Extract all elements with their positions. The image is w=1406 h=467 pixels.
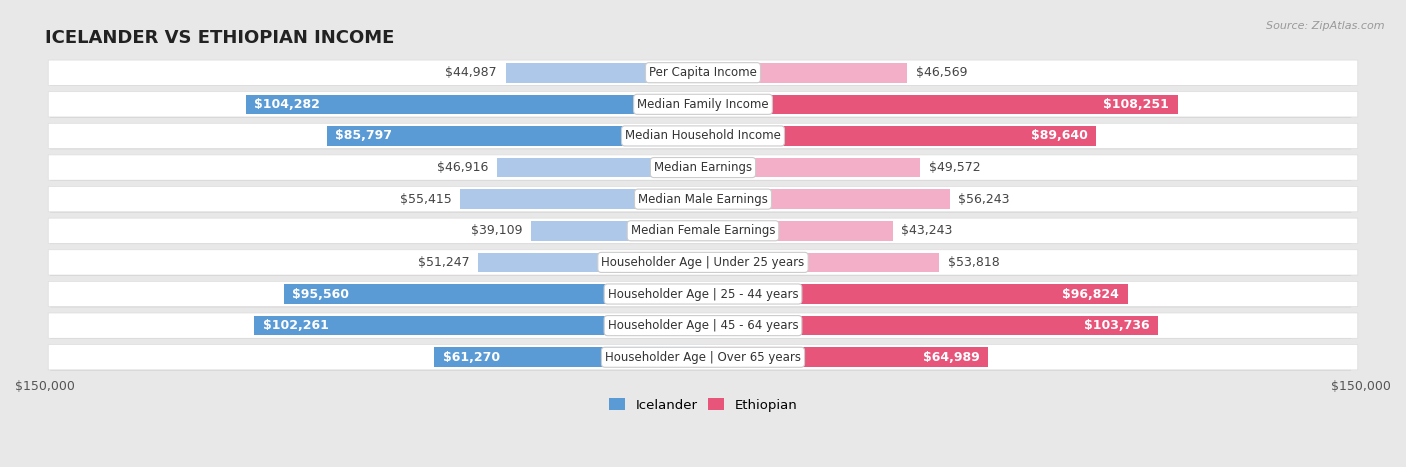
Text: Median Household Income: Median Household Income: [626, 129, 780, 142]
FancyBboxPatch shape: [51, 187, 1351, 212]
FancyBboxPatch shape: [48, 92, 1358, 117]
FancyBboxPatch shape: [48, 250, 1358, 275]
Text: $104,282: $104,282: [254, 98, 321, 111]
Text: $103,736: $103,736: [1084, 319, 1150, 332]
Bar: [703, 63, 907, 83]
Text: $61,270: $61,270: [443, 351, 501, 364]
Text: ICELANDER VS ETHIOPIAN INCOME: ICELANDER VS ETHIOPIAN INCOME: [45, 29, 394, 47]
Text: $53,818: $53,818: [948, 256, 1000, 269]
Bar: [703, 316, 1159, 335]
Bar: [703, 94, 1178, 114]
Bar: [703, 284, 1128, 304]
Text: Householder Age | Under 25 years: Householder Age | Under 25 years: [602, 256, 804, 269]
Text: Source: ZipAtlas.com: Source: ZipAtlas.com: [1267, 21, 1385, 31]
FancyBboxPatch shape: [51, 124, 1351, 149]
Text: $51,247: $51,247: [418, 256, 470, 269]
Bar: [506, 63, 703, 83]
FancyBboxPatch shape: [48, 123, 1358, 149]
Text: Median Earnings: Median Earnings: [654, 161, 752, 174]
FancyBboxPatch shape: [51, 61, 1351, 86]
Bar: [434, 347, 703, 367]
Text: $102,261: $102,261: [263, 319, 329, 332]
Text: $108,251: $108,251: [1104, 98, 1170, 111]
Bar: [703, 158, 921, 177]
Text: Per Capita Income: Per Capita Income: [650, 66, 756, 79]
Bar: [703, 221, 893, 241]
Text: Householder Age | 25 - 44 years: Householder Age | 25 - 44 years: [607, 288, 799, 300]
Text: $95,560: $95,560: [292, 288, 349, 300]
Bar: [703, 347, 988, 367]
FancyBboxPatch shape: [48, 60, 1358, 85]
FancyBboxPatch shape: [51, 156, 1351, 181]
FancyBboxPatch shape: [48, 218, 1358, 243]
Text: $46,569: $46,569: [915, 66, 967, 79]
Bar: [703, 126, 1097, 146]
Text: $64,989: $64,989: [922, 351, 980, 364]
Text: $85,797: $85,797: [335, 129, 392, 142]
Bar: [703, 189, 949, 209]
FancyBboxPatch shape: [51, 250, 1351, 276]
Bar: [460, 189, 703, 209]
Text: Median Family Income: Median Family Income: [637, 98, 769, 111]
Text: Householder Age | Over 65 years: Householder Age | Over 65 years: [605, 351, 801, 364]
Text: $44,987: $44,987: [446, 66, 498, 79]
Bar: [498, 158, 703, 177]
Text: $96,824: $96,824: [1063, 288, 1119, 300]
FancyBboxPatch shape: [51, 219, 1351, 244]
Bar: [326, 126, 703, 146]
Text: Median Female Earnings: Median Female Earnings: [631, 224, 775, 237]
Bar: [284, 284, 703, 304]
Text: $43,243: $43,243: [901, 224, 953, 237]
FancyBboxPatch shape: [51, 345, 1351, 370]
Bar: [703, 253, 939, 272]
Text: $46,916: $46,916: [437, 161, 489, 174]
FancyBboxPatch shape: [48, 313, 1358, 338]
Text: $56,243: $56,243: [959, 193, 1010, 205]
Bar: [246, 94, 703, 114]
Legend: Icelander, Ethiopian: Icelander, Ethiopian: [603, 393, 803, 417]
Text: $49,572: $49,572: [929, 161, 980, 174]
Text: $89,640: $89,640: [1031, 129, 1088, 142]
FancyBboxPatch shape: [51, 92, 1351, 118]
FancyBboxPatch shape: [51, 314, 1351, 339]
Text: $55,415: $55,415: [399, 193, 451, 205]
FancyBboxPatch shape: [48, 281, 1358, 307]
Text: Householder Age | 45 - 64 years: Householder Age | 45 - 64 years: [607, 319, 799, 332]
Bar: [254, 316, 703, 335]
Bar: [531, 221, 703, 241]
FancyBboxPatch shape: [48, 186, 1358, 212]
FancyBboxPatch shape: [48, 155, 1358, 180]
Bar: [478, 253, 703, 272]
FancyBboxPatch shape: [51, 282, 1351, 307]
Text: Median Male Earnings: Median Male Earnings: [638, 193, 768, 205]
Text: $39,109: $39,109: [471, 224, 523, 237]
FancyBboxPatch shape: [48, 345, 1358, 370]
